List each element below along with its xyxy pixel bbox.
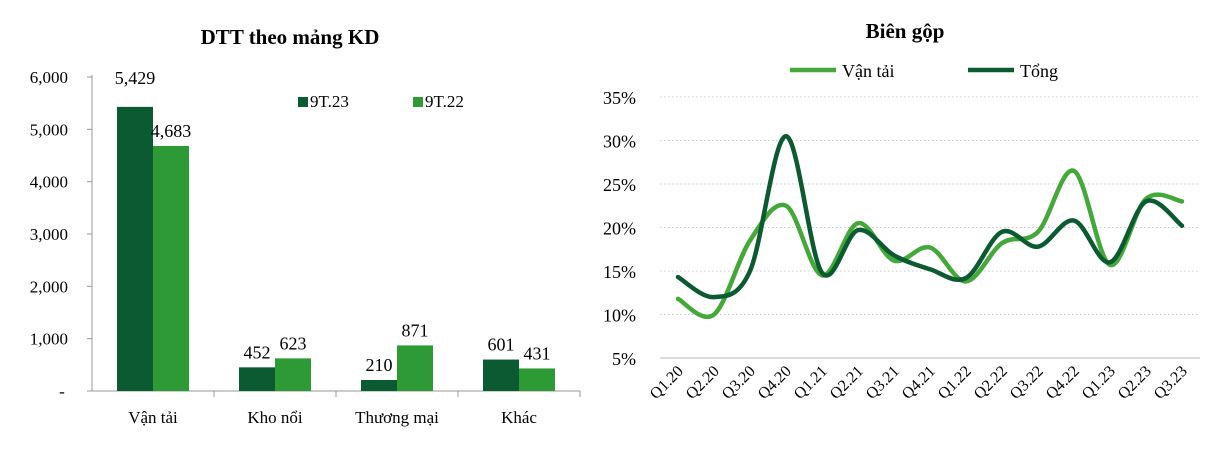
x-tick-label: Q4.22 bbox=[1043, 363, 1083, 403]
bar-9T.22 bbox=[397, 345, 433, 391]
x-tick-label: Kho nổi bbox=[247, 408, 303, 427]
y-tick-label: 5% bbox=[612, 349, 636, 369]
x-tick-label: Q2.23 bbox=[1115, 363, 1155, 403]
y-tick-label: 4,000 bbox=[30, 173, 68, 192]
y-tick-label: 3,000 bbox=[30, 225, 68, 244]
y-tick-label: 25% bbox=[603, 175, 636, 195]
x-tick-label: Q1.22 bbox=[935, 363, 975, 403]
data-label: 623 bbox=[280, 333, 307, 353]
y-tick-label: 30% bbox=[603, 132, 636, 152]
data-label: 601 bbox=[488, 335, 515, 355]
y-tick-label: 20% bbox=[603, 219, 636, 239]
data-label: 5,429 bbox=[115, 68, 156, 88]
x-tick-label: Q4.21 bbox=[899, 363, 939, 403]
y-tick-label: 1,000 bbox=[30, 330, 68, 349]
bar-9T.22 bbox=[153, 145, 189, 391]
legend-swatch bbox=[298, 97, 308, 107]
x-tick-label: Q4.20 bbox=[755, 363, 795, 403]
x-tick-label: Q3.20 bbox=[719, 363, 759, 403]
data-label: 871 bbox=[402, 320, 429, 340]
y-tick-label: - bbox=[59, 382, 65, 401]
bar-9T.23 bbox=[117, 106, 153, 392]
legend-label: 9T.23 bbox=[310, 92, 349, 111]
series-line-Tổng bbox=[675, 133, 1185, 300]
x-tick-label: Vận tải bbox=[128, 408, 178, 427]
x-tick-label: Q3.22 bbox=[1007, 363, 1047, 403]
x-tick-label: Q1.23 bbox=[1079, 363, 1119, 403]
x-tick-label: Q3.21 bbox=[863, 363, 903, 403]
series-line-Vận tải bbox=[675, 168, 1185, 319]
x-tick-label: Q2.20 bbox=[683, 363, 723, 403]
x-tick-label: Q2.21 bbox=[827, 363, 867, 403]
legend-label: Vận tải bbox=[842, 61, 894, 81]
bar-9T.23 bbox=[361, 380, 397, 391]
data-label: 4,683 bbox=[151, 121, 192, 141]
bar-chart-title: DTT theo mảng KD bbox=[201, 25, 380, 49]
x-tick-label: Khác bbox=[501, 408, 537, 427]
line-chart-title: Biên gộp bbox=[866, 19, 945, 43]
bar-9T.23 bbox=[239, 367, 275, 391]
x-tick-label: Q1.21 bbox=[791, 363, 831, 403]
x-tick-label: Q1.20 bbox=[647, 363, 687, 403]
y-tick-label: 10% bbox=[603, 306, 636, 326]
legend-label: 9T.22 bbox=[425, 92, 464, 111]
legend-label: Tổng bbox=[1020, 61, 1058, 81]
data-label: 210 bbox=[366, 355, 393, 375]
y-tick-label: 6,000 bbox=[30, 68, 68, 87]
legend-swatch bbox=[413, 97, 423, 107]
data-label: 431 bbox=[524, 343, 551, 363]
bar-9T.23 bbox=[483, 359, 519, 391]
bar-9T.22 bbox=[275, 358, 311, 391]
y-tick-label: 15% bbox=[603, 262, 636, 282]
bar-9T.22 bbox=[519, 368, 555, 391]
data-label: 452 bbox=[244, 342, 271, 362]
y-tick-label: 35% bbox=[603, 88, 636, 108]
x-tick-label: Q3.23 bbox=[1151, 363, 1191, 403]
y-tick-label: 5,000 bbox=[30, 120, 68, 139]
y-tick-label: 2,000 bbox=[30, 277, 68, 296]
x-tick-label: Thương mại bbox=[355, 408, 439, 427]
x-tick-label: Q2.22 bbox=[971, 363, 1011, 403]
